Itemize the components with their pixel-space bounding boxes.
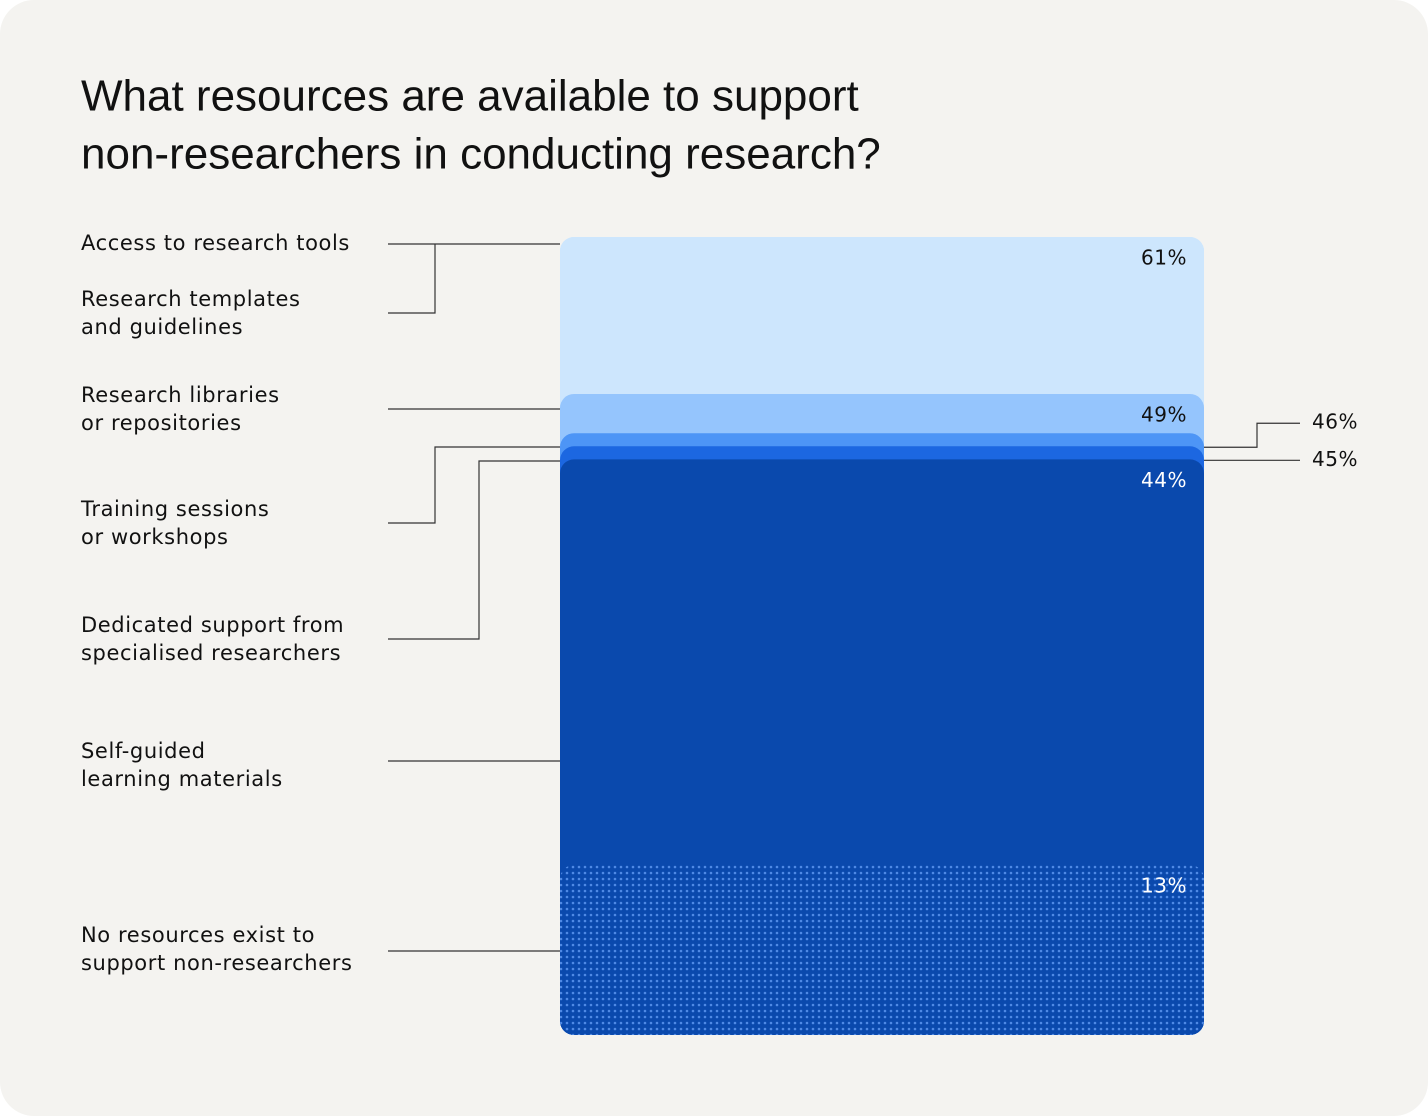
category-label: and guidelines xyxy=(81,315,243,339)
category-label: No resources exist to xyxy=(81,923,315,947)
category-label: support non-researchers xyxy=(81,951,353,975)
category-label: or workshops xyxy=(81,525,229,549)
value-label: 46% xyxy=(1312,410,1358,434)
leader-line xyxy=(388,446,560,524)
leader-line xyxy=(388,460,560,640)
category-label: Dedicated support from xyxy=(81,613,344,637)
value-label: 13% xyxy=(1141,873,1187,897)
category-label: Training sessions xyxy=(80,497,269,521)
category-label: Self-guided xyxy=(81,739,206,763)
chart-title: What resources are available to support xyxy=(81,72,859,121)
category-label: learning materials xyxy=(81,767,283,791)
category-label: Research libraries xyxy=(81,383,280,407)
category-label: specialised researchers xyxy=(81,641,341,665)
category-label: Access to research tools xyxy=(81,231,350,255)
chart-title: non-researchers in conducting research? xyxy=(81,130,881,179)
leader-line xyxy=(1204,422,1300,448)
value-label: 44% xyxy=(1141,468,1187,492)
bar-layer xyxy=(560,864,1204,1035)
value-label: 61% xyxy=(1141,246,1187,270)
value-label: 45% xyxy=(1312,447,1358,471)
value-label: 49% xyxy=(1141,402,1187,426)
category-label: or repositories xyxy=(81,411,242,435)
category-label: Research templates xyxy=(81,287,301,311)
leader-line xyxy=(388,244,436,314)
